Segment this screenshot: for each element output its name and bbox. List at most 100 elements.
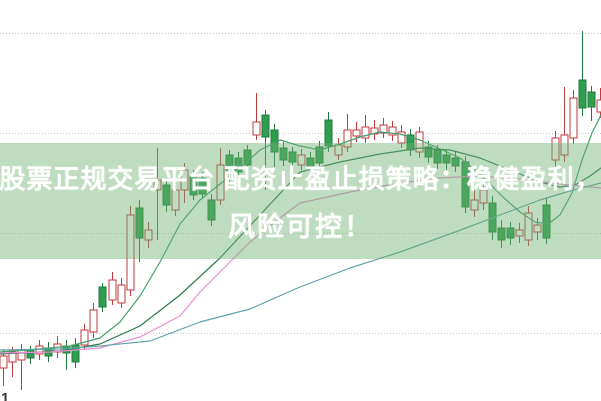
candle-body <box>388 126 397 136</box>
candle-down <box>306 152 315 174</box>
candle-up <box>551 131 560 168</box>
candle-down <box>542 198 551 244</box>
candle-body <box>80 329 89 346</box>
candle-body <box>17 349 26 361</box>
candle-up <box>524 206 533 246</box>
candle-body <box>297 154 306 166</box>
candle-up <box>117 278 126 308</box>
candle-up <box>89 303 98 338</box>
candle-body <box>261 114 270 138</box>
candle-up <box>379 118 388 138</box>
candle-up <box>343 114 352 152</box>
candle-body <box>442 154 451 164</box>
candle-body <box>279 147 288 161</box>
candle-body <box>108 279 117 301</box>
candle-body <box>524 212 533 241</box>
candle-up <box>560 87 569 162</box>
candle-down <box>497 220 506 248</box>
candle-body <box>397 131 406 144</box>
candle-body <box>433 149 442 164</box>
candle-body <box>470 199 479 211</box>
candle-down <box>98 283 107 312</box>
candle-body <box>551 137 560 161</box>
candle-down <box>62 340 71 370</box>
ma-slow-teal <box>0 182 601 351</box>
candle-up <box>252 93 261 140</box>
candle-up <box>180 163 189 203</box>
candle-down <box>261 110 270 190</box>
candle-down <box>207 194 216 226</box>
ma-fast-green <box>0 114 601 353</box>
ma-pink <box>0 175 601 354</box>
candle-up <box>370 120 379 140</box>
candle-up <box>0 350 8 386</box>
candle-body <box>542 204 551 239</box>
ma-mid-darkgreen <box>0 147 601 355</box>
candle-body <box>153 179 162 191</box>
candle-body <box>0 355 8 369</box>
candle-body <box>189 176 198 196</box>
candle-body <box>569 97 578 139</box>
candle-body <box>207 199 216 221</box>
candle-up <box>361 115 370 143</box>
candle-down <box>162 178 171 212</box>
candle-body <box>596 99 601 113</box>
candle-body <box>578 79 587 109</box>
candle-down <box>324 112 333 152</box>
candle-down <box>424 141 433 163</box>
candle-body <box>533 224 542 233</box>
candle-up <box>171 182 180 216</box>
candle-up <box>515 223 524 243</box>
candle-body <box>26 349 35 359</box>
candle-down <box>135 200 144 262</box>
candle-body <box>144 229 153 241</box>
candle-body <box>306 157 315 169</box>
candle-down <box>71 338 80 368</box>
candle-down <box>234 152 243 178</box>
candle-up <box>144 222 153 248</box>
candle-up <box>533 218 542 240</box>
candle-body <box>216 164 225 201</box>
candle-down <box>587 86 596 121</box>
candle-up <box>126 206 135 296</box>
candle-body <box>479 189 488 204</box>
candle-body <box>560 134 569 156</box>
candle-body <box>497 227 506 241</box>
gridlines <box>0 33 601 334</box>
candle-body <box>587 91 596 108</box>
candle-body <box>89 309 98 333</box>
candle-down <box>506 222 515 245</box>
candle-down <box>288 147 297 168</box>
candle-body <box>198 177 207 195</box>
candle-body <box>361 126 370 139</box>
candle-up <box>479 177 488 210</box>
candle-up <box>108 272 117 305</box>
candle-body <box>315 146 324 164</box>
candle-body <box>98 286 107 308</box>
candle-body <box>252 121 261 136</box>
candle-up <box>8 347 17 377</box>
candle-up <box>153 148 162 240</box>
candle-body <box>424 146 433 158</box>
candle-down <box>578 31 587 116</box>
candle-body <box>162 184 171 206</box>
candle-up <box>569 90 578 144</box>
candle-up <box>35 340 44 360</box>
candle-up <box>80 324 89 350</box>
candle-body <box>117 284 126 304</box>
candle-body <box>126 214 135 291</box>
candle-up <box>397 125 406 148</box>
candle-body <box>8 351 17 363</box>
candle-down <box>189 170 198 200</box>
candle-body <box>515 229 524 237</box>
candle-body <box>451 157 460 167</box>
candle-down <box>198 172 207 199</box>
headline-line-2: 风险可控！ <box>228 211 373 242</box>
candle-up <box>470 190 479 217</box>
candle-up <box>297 149 306 170</box>
candle-body <box>352 129 361 137</box>
candle-body <box>343 129 352 148</box>
candle-body <box>324 119 333 147</box>
candle-down <box>26 346 35 364</box>
